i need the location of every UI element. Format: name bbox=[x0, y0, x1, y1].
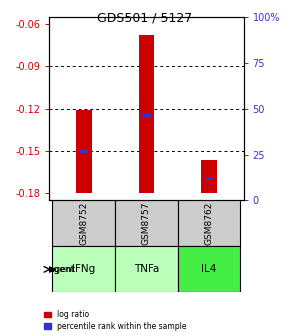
Bar bbox=[52, 246, 115, 292]
Text: GSM8762: GSM8762 bbox=[205, 202, 214, 245]
Bar bbox=[139, 35, 154, 194]
Text: IL4: IL4 bbox=[202, 264, 217, 275]
Bar bbox=[79, 149, 88, 153]
Bar bbox=[76, 110, 92, 194]
Text: IFNg: IFNg bbox=[72, 264, 95, 275]
Bar bbox=[178, 246, 240, 292]
Text: agent: agent bbox=[49, 265, 75, 274]
Text: agent: agent bbox=[49, 265, 78, 274]
Text: TNFa: TNFa bbox=[134, 264, 159, 275]
Text: GSM8752: GSM8752 bbox=[79, 202, 88, 245]
Text: GDS501 / 5127: GDS501 / 5127 bbox=[97, 12, 193, 25]
Bar bbox=[52, 201, 115, 246]
Bar bbox=[201, 160, 217, 194]
Bar bbox=[142, 114, 151, 118]
Bar bbox=[178, 201, 240, 246]
Bar bbox=[115, 246, 178, 292]
Bar bbox=[205, 177, 213, 180]
Text: GSM8757: GSM8757 bbox=[142, 202, 151, 245]
Legend: log ratio, percentile rank within the sample: log ratio, percentile rank within the sa… bbox=[44, 310, 186, 331]
Bar bbox=[115, 201, 178, 246]
